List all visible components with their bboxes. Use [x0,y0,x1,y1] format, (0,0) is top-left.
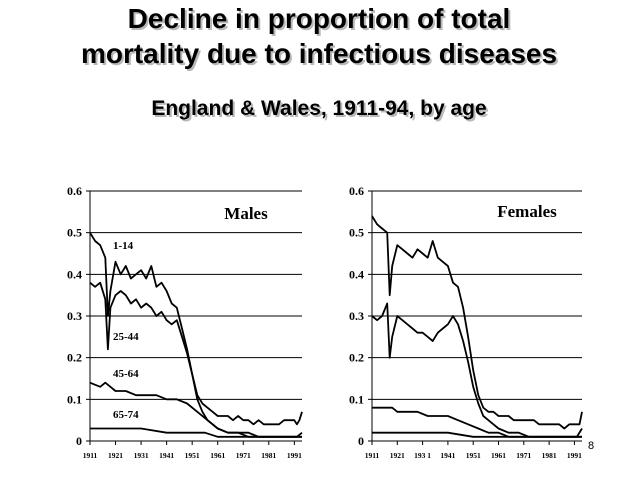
x-tick-label: 1951 [185,451,200,460]
x-tick-label: 1921 [108,451,123,460]
chart-females: 0 0.1 0.2 0.3 0.4 0.5 0.6 1911 1921 193 1 1941 1951… [349,184,583,460]
x-tick-label: 1921 [390,451,405,460]
y-tick-label: 0.2 [349,351,364,365]
y-tick-label: 0.4 [67,267,82,281]
slide-number: 8 [588,440,595,452]
y-tick-label: 0.5 [349,226,364,240]
y-tick-label: 0.3 [349,309,364,323]
x-tick-label: 1931 [134,451,149,460]
y-tick-label: 0.1 [67,392,82,406]
series-label: 65-74 [113,409,139,421]
x-tick-label: 1911 [365,451,380,460]
series-line-25-44 [89,281,303,438]
y-tick-label: 0.6 [349,184,364,198]
series-line-series-1 [371,215,583,430]
x-tick-label: 1971 [516,451,531,460]
x-tick-label: 1961 [491,451,506,460]
panel-label: Males [224,204,268,223]
series-label: 25-44 [113,331,139,343]
subtitle: England & Wales, 1911-94, by age [151,97,487,120]
y-tick-label: 0 [76,434,82,448]
x-tick-label: 1941 [440,451,455,460]
series-line-series-2 [371,302,583,438]
title-line-1: Decline in proportion of total [127,3,511,34]
series-label: 1-14 [113,240,134,252]
y-tick-label: 0.2 [67,351,82,365]
x-tick-label: 1981 [261,451,276,460]
title-line-2: mortality due to infectious diseases [80,38,558,69]
x-tick-label: 1971 [236,451,251,460]
y-tick-label: 0.3 [67,309,82,323]
series-line-series-4 [372,431,582,438]
x-tick-label: 193 1 [414,451,431,460]
series-line-65-74 [90,427,302,438]
x-tick-label: 1911 [83,451,98,460]
x-tick-label: 1941 [159,451,174,460]
y-tick-label: 0.6 [67,184,82,198]
x-tick-label: 1951 [466,451,481,460]
x-tick-label: 1961 [210,451,225,460]
y-tick-label: 0.5 [67,226,82,240]
x-tick-label: 1981 [542,451,557,460]
x-tick-label: 1991 [287,451,302,460]
y-tick-label: 0 [358,434,364,448]
x-tick-label: 1991 [567,451,582,460]
panel-label: Females [497,202,557,221]
chart-males: 0 0.1 0.2 0.3 0.4 0.5 0.6 1911 1921 1931 1941 1951 1… [67,184,303,460]
y-tick-label: 0.4 [349,267,364,281]
y-tick-label: 0.1 [349,392,364,406]
series-label: 45-64 [113,368,139,380]
